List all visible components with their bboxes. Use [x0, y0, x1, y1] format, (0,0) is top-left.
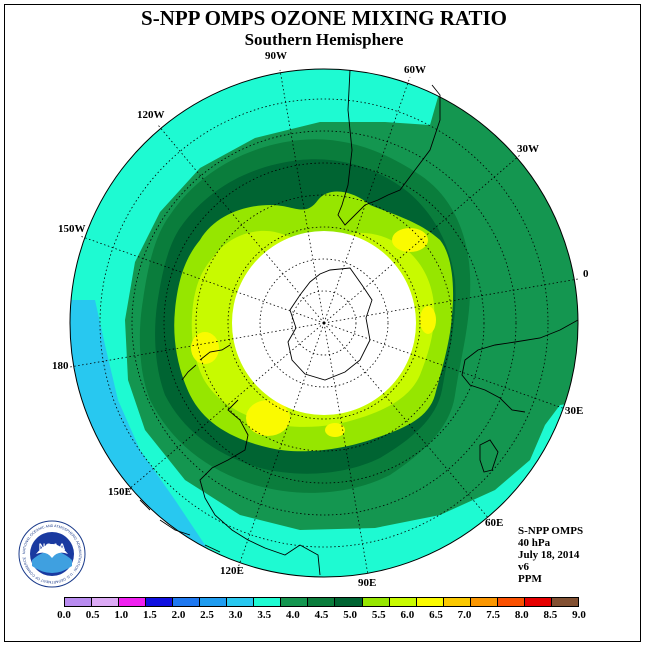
colorbar-tick-label: 3.0: [228, 609, 243, 621]
meridian: [127, 322, 325, 491]
latitude-circle: [259, 258, 389, 388]
colorbar-segment: [443, 598, 471, 606]
colorbar-tick-label: 0.5: [85, 609, 100, 621]
meridian: [323, 278, 579, 324]
lon-label-90w: 90W: [265, 50, 287, 62]
logo-text: NOAA: [39, 542, 66, 552]
lon-label-150e: 150E: [108, 486, 132, 498]
colorbar-tick-labels: 0.0 0.5 1.0 1.5 2.0 2.5 3.0 3.5 4.0 4.5 5.0 5.5 6.0 6…: [57, 609, 586, 623]
south-pole-marker: [322, 321, 326, 325]
lon-label-150w: 150W: [58, 223, 86, 235]
africa-coast: [461, 319, 579, 413]
latitude-circle: [99, 98, 549, 548]
meridian: [279, 69, 325, 324]
colorbar-tick-label: 6.0: [400, 609, 415, 621]
ozone-field: [70, 69, 578, 577]
colorbar-tick-label: 9.0: [572, 609, 586, 621]
meridian: [323, 76, 411, 324]
colorbar-tick-label: 5.0: [343, 609, 357, 621]
colorbar-tick-label: 1.0: [114, 609, 129, 621]
colorbar-segment: [281, 598, 309, 606]
colorbar-tick-label: 7.5: [486, 609, 501, 621]
colorbar-tick-label: 2.5: [200, 609, 214, 621]
map-title: S-NPP OMPS OZONE MIXING RATIO: [141, 6, 507, 30]
madagascar-coast: [479, 439, 499, 473]
meridian: [323, 322, 369, 576]
band-6.5-a: [191, 332, 219, 364]
instrument-label: S-NPP OMPS: [518, 525, 584, 537]
colorbar-segment: [362, 598, 390, 606]
lon-label-30e: 30E: [565, 405, 584, 417]
band-6.5-e: [325, 423, 345, 437]
units-label: PPM: [518, 573, 542, 585]
info-block: S-NPP OMPS 40 hPa July 18, 2014 v6 PPM: [518, 525, 583, 585]
meridian: [323, 322, 491, 521]
colorbar-tick-label: 3.5: [257, 609, 272, 621]
lon-label-90e: 90E: [358, 577, 377, 589]
colorbar-segment: [173, 598, 201, 606]
latitude-circle: [131, 130, 517, 516]
indonesia-coast: [139, 499, 221, 553]
graticule: [69, 69, 579, 576]
colorbar-segment: [200, 598, 228, 606]
antarctica-coast: [287, 267, 373, 381]
colorbar-segment: [146, 598, 174, 606]
colorbar-segment: [308, 598, 336, 606]
colorbar-segment: [389, 598, 417, 606]
colorbar-tick-label: 4.0: [286, 609, 300, 621]
logo-wave: [32, 551, 72, 573]
lon-label-120e: 120E: [220, 565, 244, 577]
meridian: [323, 154, 521, 324]
band-6.5-b: [246, 400, 290, 436]
meridian: [237, 322, 325, 569]
latitude-circle: [227, 226, 421, 420]
meridian: [157, 124, 325, 324]
colorbar-segment: [92, 598, 120, 606]
australia-coast: [199, 399, 321, 576]
band-6.5-c: [392, 228, 428, 252]
south-america-coast: [337, 69, 441, 226]
colorbar-segment: [335, 598, 363, 606]
lon-label-60e: 60E: [485, 517, 504, 529]
colorbar-tick-label: 5.5: [371, 609, 386, 621]
colorbar-tick-label: 4.5: [314, 609, 329, 621]
colorbar-segment: [497, 598, 525, 606]
colorbar-tick-label: 8.5: [543, 609, 558, 621]
colorbar-tick-label: 7.0: [457, 609, 472, 621]
colorbar-segment: [227, 598, 255, 606]
noaa-bird-icon: [36, 544, 68, 558]
colorbar-segment: [119, 598, 147, 606]
colorbar-tick-label: 2.0: [171, 609, 186, 621]
colorbar-tick-label: 8.0: [514, 609, 529, 621]
colorbar-tick-label: 0.0: [57, 609, 71, 621]
new-zealand-coast: [181, 344, 231, 381]
date-label: July 18, 2014: [518, 549, 580, 561]
colorbar-tick-label: 1.5: [142, 609, 157, 621]
lon-label-120w: 120W: [137, 109, 165, 121]
latitude-circle: [291, 290, 357, 356]
meridian: [69, 322, 325, 368]
colorbar-segment: [470, 598, 498, 606]
lon-label-180: 180: [52, 360, 69, 372]
colorbar-segment: [254, 598, 282, 606]
map-boundary: [69, 68, 579, 578]
colorbar-segment: [65, 598, 93, 606]
latitude-circle: [163, 162, 485, 484]
colorbar-segment: [524, 598, 552, 606]
lon-label-30w: 30W: [517, 143, 539, 155]
version-label: v6: [518, 561, 529, 573]
coastlines: [139, 69, 579, 576]
noaa-logo: NOAA NATIONAL OCEANIC AND ATMOSPHERIC AD…: [18, 520, 86, 588]
colorbar-tick-label: 6.5: [429, 609, 443, 621]
colorbar: [64, 597, 579, 607]
latitude-circle: [195, 194, 453, 452]
colorbar-segment: [416, 598, 444, 606]
colorbar-segment: [551, 598, 578, 606]
band-6.5-d: [420, 306, 436, 334]
pressure-level: 40 hPa: [518, 537, 551, 549]
map-subtitle: Southern Hemisphere: [244, 30, 404, 49]
lon-label-0: 0: [583, 268, 589, 280]
lon-label-60w: 60W: [404, 64, 426, 76]
